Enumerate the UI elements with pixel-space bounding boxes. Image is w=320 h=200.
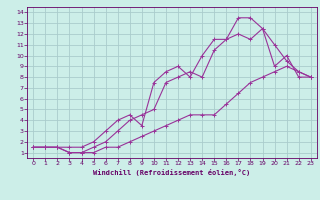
X-axis label: Windchill (Refroidissement éolien,°C): Windchill (Refroidissement éolien,°C) xyxy=(93,169,251,176)
